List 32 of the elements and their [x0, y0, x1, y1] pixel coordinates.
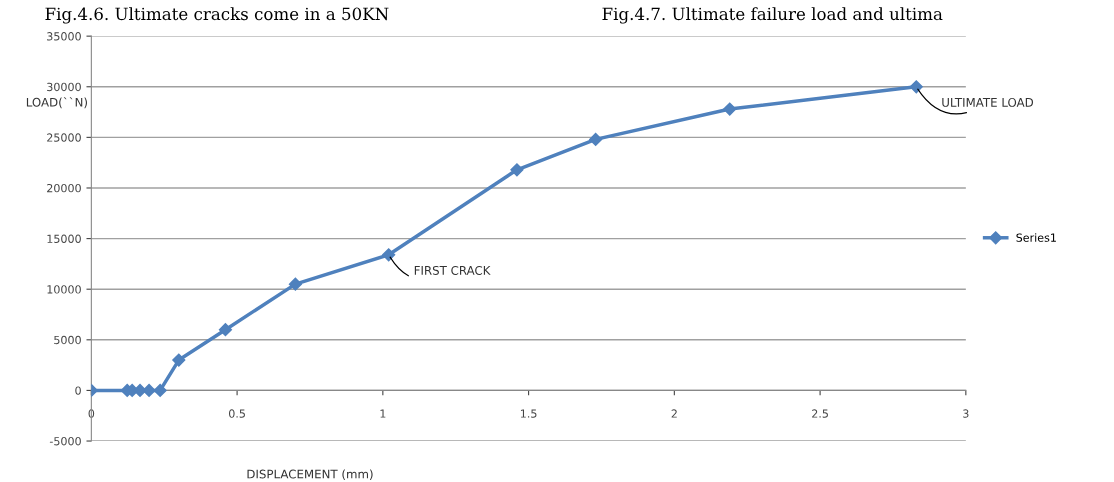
point: [288, 277, 302, 291]
annotation: ULTIMATE LOAD: [942, 97, 1034, 107]
legend-label: Series1: [1016, 233, 1056, 242]
x-axis-title: DISPLACEMENT (mm): [247, 469, 373, 480]
annotation: FIRST CRACK: [414, 265, 491, 275]
point: [909, 80, 923, 94]
point: [172, 353, 186, 367]
y-axis-title: LOAD(``N): [26, 97, 87, 109]
y-tick-label: 5000: [54, 335, 81, 345]
point: [723, 102, 737, 116]
caption: Fig.4.7. Ultimate failure load and ultima: [602, 7, 943, 24]
point: [510, 163, 524, 177]
point: [382, 248, 396, 262]
y-tick-label: 10000: [47, 285, 81, 294]
point: [589, 132, 603, 146]
x-tick-label: 1: [380, 409, 386, 418]
y-tick-label: -5000: [49, 437, 81, 446]
y-tick-label: 25000: [47, 133, 81, 142]
x-tick-label: 2: [671, 409, 677, 418]
point: [142, 383, 156, 398]
x-tick-label: 3: [963, 409, 969, 418]
caption: Fig.4.6. Ultimate cracks come in a 50KN: [45, 7, 389, 24]
x-tick-label: 2.5: [812, 409, 828, 418]
x-tick-label: 1.5: [520, 409, 537, 418]
y-tick-label: 35000: [47, 32, 81, 41]
y-tick-label: 30000: [47, 82, 81, 92]
point: [153, 383, 167, 398]
point: [218, 323, 233, 337]
y-tick-label: 20000: [47, 183, 81, 193]
y-tick-label: 15000: [47, 234, 81, 243]
x-tick-label: 0.5: [228, 409, 245, 418]
y-tick-label: 0: [75, 386, 81, 395]
